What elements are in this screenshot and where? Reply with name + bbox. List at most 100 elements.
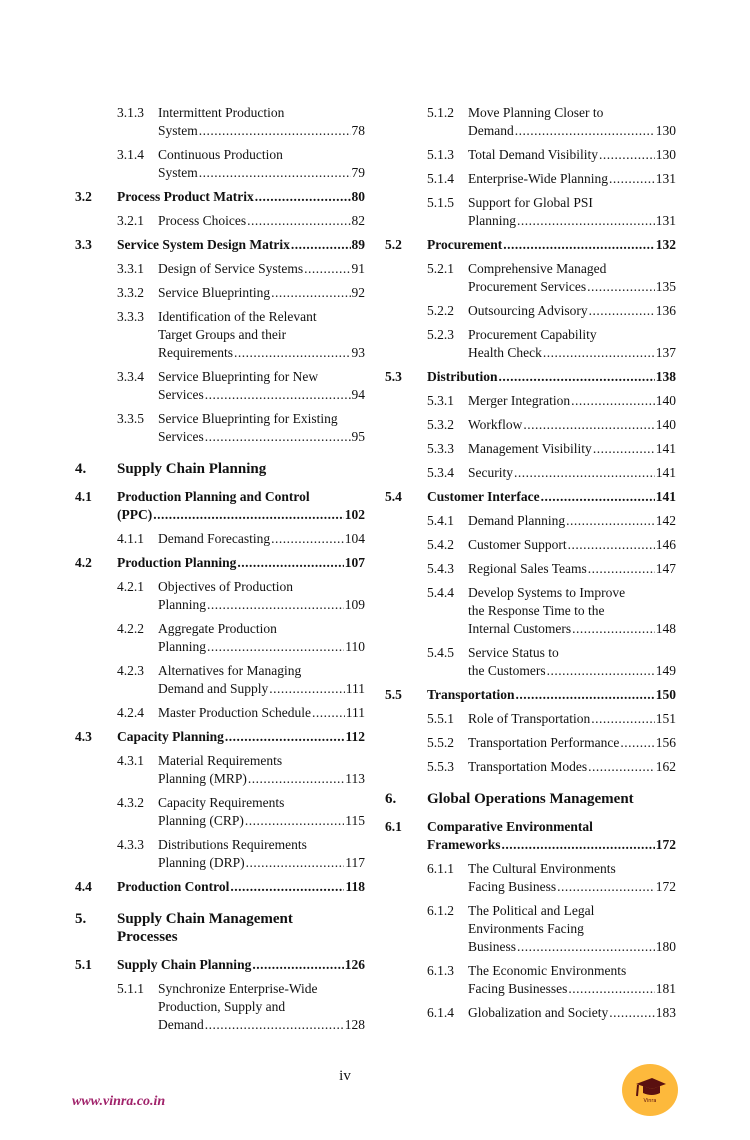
toc-entry-line: Service Blueprinting for Existing	[158, 410, 365, 428]
toc-subsection-entry[interactable]: 6.1.3 The Economic Environments Facing Bus…	[385, 962, 676, 998]
toc-entry-line: Management Visibility 141	[468, 440, 676, 458]
toc-section-entry[interactable]: 5.4 Customer Interface 141	[385, 488, 676, 506]
toc-subsection-entry[interactable]: 3.3.4 Service Blueprinting for New Service…	[75, 368, 365, 404]
toc-entry-body: Merger Integration 140	[468, 392, 676, 410]
toc-subsection-entry[interactable]: 3.1.4 Continuous Production System 79	[75, 146, 365, 182]
toc-subsection-entry[interactable]: 3.3.5 Service Blueprinting for Existing Se…	[75, 410, 365, 446]
toc-subsection-entry[interactable]: 5.1.2 Move Planning Closer to Demand 130	[385, 104, 676, 140]
toc-section-entry[interactable]: 4.1 Production Planning and Control (PPC) 1…	[75, 488, 365, 524]
toc-section-entry[interactable]: 6.1 Comparative Environmental Frameworks 17…	[385, 818, 676, 854]
toc-subsection-entry[interactable]: 5.3.3 Management Visibility 141	[385, 440, 676, 458]
toc-entry-page: 91	[351, 261, 366, 276]
toc-section-entry[interactable]: 3.3 Service System Design Matrix 89	[75, 236, 365, 254]
toc-section-entry[interactable]: 4.3 Capacity Planning 112	[75, 728, 365, 746]
toc-entry-title: Transportation Performance	[468, 735, 620, 750]
toc-subsection-entry[interactable]: 5.4.1 Demand Planning 142	[385, 512, 676, 530]
toc-section-entry[interactable]: 5.2 Procurement 132	[385, 236, 676, 254]
toc-entry-title: Production Planning	[117, 555, 237, 570]
toc-entry-page: 79	[351, 165, 366, 180]
toc-subsection-entry[interactable]: 6.1.2 The Political and Legal Environments…	[385, 902, 676, 956]
toc-entry-line: Planning (MRP) 113	[158, 770, 365, 788]
toc-section-entry[interactable]: 5.5 Transportation 150	[385, 686, 676, 704]
toc-entry-line: Distributions Requirements	[158, 836, 365, 854]
toc-section-entry[interactable]: 4.2 Production Planning 107	[75, 554, 365, 572]
toc-subsection-entry[interactable]: 4.3.2 Capacity Requirements Planning (CRP)…	[75, 794, 365, 830]
toc-entry-title: Planning (MRP)	[158, 771, 247, 786]
toc-entry-body: Demand Forecasting 104	[158, 530, 365, 548]
toc-entry-number: 5.3.1	[427, 393, 454, 408]
toc-entry-page: 78	[351, 123, 366, 138]
toc-subsection-entry[interactable]: 5.1.1 Synchronize Enterprise-Wide Producti…	[75, 980, 365, 1034]
toc-subsection-entry[interactable]: 4.2.1 Objectives of Production Planning 109	[75, 578, 365, 614]
toc-subsection-entry[interactable]: 6.1.1 The Cultural Environments Facing Bus…	[385, 860, 676, 896]
toc-entry-title: Distribution	[427, 369, 498, 384]
toc-entry-body: Supply Chain Management Processes	[117, 910, 365, 946]
toc-entry-title: Management Visibility	[468, 441, 592, 456]
website-link[interactable]: www.vinra.co.in	[72, 1094, 166, 1109]
toc-subsection-entry[interactable]: 3.3.1 Design of Service Systems 91	[75, 260, 365, 278]
toc-section-entry[interactable]: 3.2 Process Product Matrix 80	[75, 188, 365, 206]
toc-section-entry[interactable]: 5.1 Supply Chain Planning 126	[75, 956, 365, 974]
toc-subsection-entry[interactable]: 5.3.1 Merger Integration 140	[385, 392, 676, 410]
toc-subsection-entry[interactable]: 4.3.3 Distributions Requirements Planning …	[75, 836, 365, 872]
toc-subsection-entry[interactable]: 4.1.1 Demand Forecasting 104	[75, 530, 365, 548]
toc-subsection-entry[interactable]: 5.3.4 Security 141	[385, 464, 676, 482]
toc-section-entry[interactable]: 4.4 Production Control 118	[75, 878, 365, 896]
toc-subsection-entry[interactable]: 5.1.3 Total Demand Visibility 130	[385, 146, 676, 164]
toc-entry-title: Design of Service Systems	[158, 261, 304, 276]
toc-entry-line: Service Blueprinting for New	[158, 368, 365, 386]
toc-subsection-entry[interactable]: 5.5.2 Transportation Performance 156	[385, 734, 676, 752]
toc-entry-line: Demand Forecasting 104	[158, 530, 365, 548]
toc-entry-number: 5.4	[385, 489, 402, 504]
toc-entry-page: 110	[345, 639, 365, 654]
toc-section-entry[interactable]: 5.3 Distribution 138	[385, 368, 676, 386]
toc-entry-title: Internal Customers	[468, 621, 572, 636]
toc-entry-line: the Response Time to the	[468, 602, 676, 620]
dot-leader	[255, 188, 351, 206]
toc-entry-title: Target Groups and their	[158, 327, 287, 342]
toc-subsection-entry[interactable]: 4.2.4 Master Production Schedule 111	[75, 704, 365, 722]
toc-entry-title: System	[158, 123, 198, 138]
logo: Vinra	[622, 1064, 678, 1116]
toc-entry-number: 4.2.4	[117, 705, 144, 720]
toc-entry-title: Processes	[117, 929, 178, 945]
toc-subsection-entry[interactable]: 5.4.4 Develop Systems to Improve the Respo…	[385, 584, 676, 638]
toc-entry-title: Planning	[158, 639, 207, 654]
toc-entry-number: 6.1.4	[427, 1005, 454, 1020]
toc-subsection-entry[interactable]: 4.2.3 Alternatives for Managing Demand and…	[75, 662, 365, 698]
toc-entry-body: Service Blueprinting for New Services 94	[158, 368, 365, 404]
toc-subsection-entry[interactable]: 3.3.3 Identification of the Relevant Targe…	[75, 308, 365, 362]
toc-subsection-entry[interactable]: 5.2.2 Outsourcing Advisory 136	[385, 302, 676, 320]
toc-subsection-entry[interactable]: 5.3.2 Workflow 140	[385, 416, 676, 434]
toc-subsection-entry[interactable]: 5.1.4 Enterprise-Wide Planning 131	[385, 170, 676, 188]
toc-entry-page: 112	[345, 729, 365, 744]
toc-subsection-entry[interactable]: 3.1.3 Intermittent Production System 78	[75, 104, 365, 140]
toc-chapter-entry[interactable]: 4. Supply Chain Planning	[75, 460, 365, 478]
toc-chapter-entry[interactable]: 6. Global Operations Management	[385, 790, 676, 808]
toc-entry-title: Services	[158, 387, 204, 402]
toc-subsection-entry[interactable]: 5.2.3 Procurement Capability Health Check 1…	[385, 326, 676, 362]
toc-subsection-entry[interactable]: 5.4.5 Service Status to the Customers 149	[385, 644, 676, 680]
toc-subsection-entry[interactable]: 5.5.1 Role of Transportation 151	[385, 710, 676, 728]
toc-subsection-entry[interactable]: 5.4.2 Customer Support 146	[385, 536, 676, 554]
toc-subsection-entry[interactable]: 3.3.2 Service Blueprinting 92	[75, 284, 365, 302]
dot-leader	[515, 122, 655, 140]
toc-subsection-entry[interactable]: 4.2.2 Aggregate Production Planning 110	[75, 620, 365, 656]
toc-entry-line: The Political and Legal	[468, 902, 676, 920]
toc-subsection-entry[interactable]: 5.4.3 Regional Sales Teams 147	[385, 560, 676, 578]
toc-entry-page: 172	[655, 879, 676, 894]
toc-subsection-entry[interactable]: 4.3.1 Material Requirements Planning (MRP)…	[75, 752, 365, 788]
toc-subsection-entry[interactable]: 5.2.1 Comprehensive Managed Procurement Se…	[385, 260, 676, 296]
toc-subsection-entry[interactable]: 3.2.1 Process Choices 82	[75, 212, 365, 230]
toc-entry-body: Total Demand Visibility 130	[468, 146, 676, 164]
toc-chapter-entry[interactable]: 5. Supply Chain Management Processes	[75, 910, 365, 946]
toc-subsection-entry[interactable]: 6.1.4 Globalization and Society 183	[385, 1004, 676, 1022]
toc-entry-title: Synchronize Enterprise-Wide	[158, 981, 318, 996]
toc-entry-body: Identification of the Relevant Target Gro…	[158, 308, 365, 362]
toc-entry-line: Workflow 140	[468, 416, 676, 434]
toc-entry-page: 162	[655, 759, 676, 774]
toc-entry-title: Service Status to	[468, 645, 559, 660]
dot-leader	[541, 488, 655, 506]
toc-subsection-entry[interactable]: 5.5.3 Transportation Modes 162	[385, 758, 676, 776]
toc-subsection-entry[interactable]: 5.1.5 Support for Global PSI Planning 131	[385, 194, 676, 230]
